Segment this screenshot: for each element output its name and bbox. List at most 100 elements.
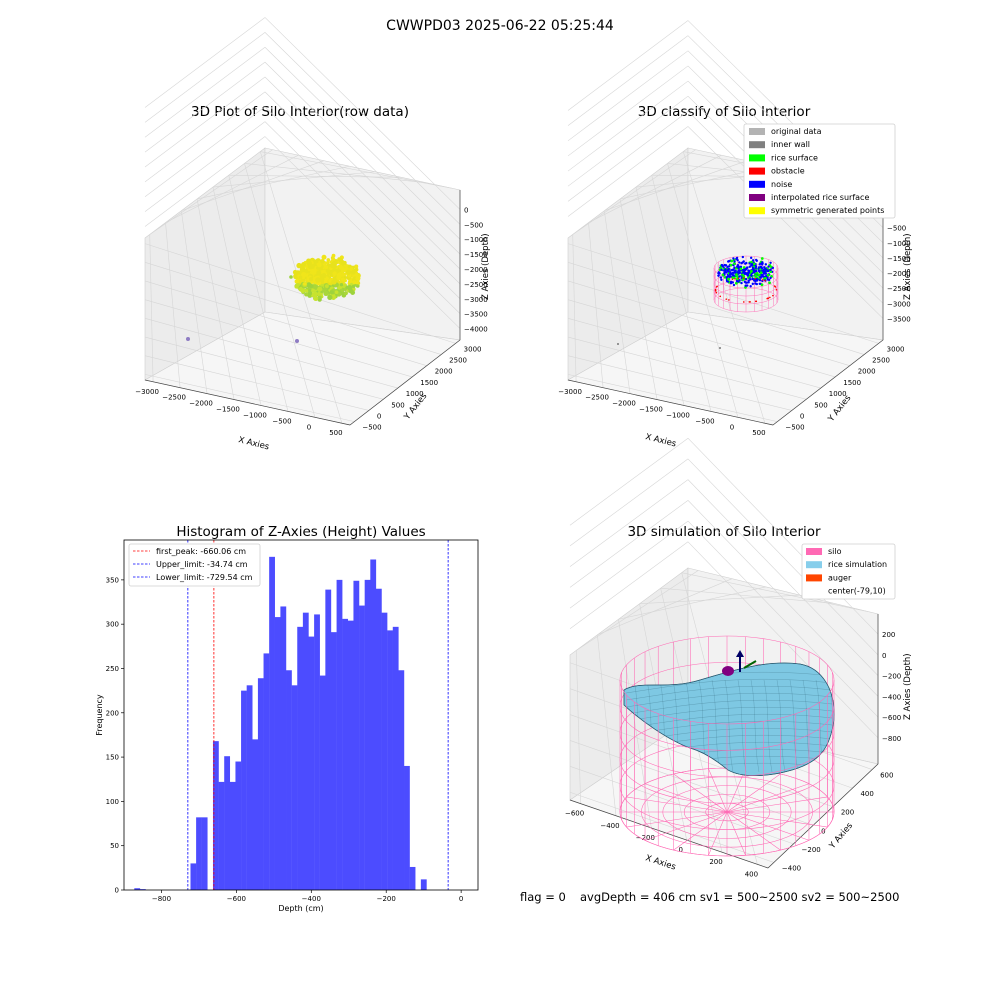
noise-point — [721, 264, 724, 268]
z-tick-label: −3500 — [464, 311, 488, 319]
y-tick-label: 350 — [106, 576, 119, 584]
classify-legend-swatch — [749, 180, 765, 188]
y-tick-label: 400 — [860, 790, 873, 798]
x-tick-label: −3000 — [135, 388, 159, 396]
raw-data-point — [318, 295, 322, 299]
grid-line — [144, 17, 266, 108]
rice-surface-point — [760, 283, 764, 287]
noise-point — [735, 279, 739, 283]
histogram-bar — [330, 632, 337, 890]
silo-wireframe — [726, 811, 781, 851]
noise-point — [733, 260, 736, 263]
noise-point — [740, 261, 743, 265]
noise-point — [732, 283, 736, 287]
noise-point — [736, 271, 739, 274]
histogram-bar — [420, 879, 427, 890]
raw-data-point — [307, 291, 312, 297]
histogram-bar — [398, 670, 405, 890]
noise-point — [753, 269, 757, 273]
raw-data-point — [311, 269, 317, 275]
grid-line — [619, 198, 658, 400]
noise-point — [751, 282, 755, 286]
noise-point — [720, 278, 723, 281]
z-tick-label: −2500 — [887, 285, 911, 293]
grid-line — [244, 163, 316, 418]
rice-surface-mesh — [789, 679, 799, 773]
raw-data-point — [317, 286, 323, 292]
histogram-bar — [392, 626, 399, 890]
x-tick-label: −1000 — [666, 411, 690, 419]
raw-data-point — [331, 264, 337, 270]
z-tick-label: −3000 — [887, 300, 911, 308]
noise-point — [738, 279, 741, 282]
y-tick-label: 100 — [106, 798, 119, 806]
grid-line — [576, 650, 581, 804]
raw-data-point — [354, 264, 359, 269]
histogram-bar — [342, 618, 349, 890]
classify-x-axis-label: X Axies — [644, 432, 677, 449]
x-tick-label: −400 — [600, 822, 619, 830]
y-tick-label: −400 — [782, 864, 801, 872]
raw-data-point — [325, 268, 330, 273]
y-tick-label: 200 — [841, 809, 854, 817]
rice-surface-point — [768, 281, 771, 285]
simulation-legend-label: silo — [828, 547, 842, 556]
grid-line — [567, 374, 778, 422]
grid-line — [149, 234, 154, 382]
grid-line — [165, 222, 181, 388]
y-tick-label: −200 — [802, 846, 821, 854]
raw-data-point — [351, 284, 356, 288]
noise-point — [749, 285, 752, 288]
z-tick-label: −500 — [887, 225, 906, 233]
noise-point — [750, 262, 754, 266]
rice-surface-point — [742, 275, 746, 279]
raw-data-point — [343, 278, 347, 283]
grid-line — [212, 187, 262, 406]
grid-line — [144, 106, 266, 198]
noise-point — [731, 274, 735, 277]
histogram-bar — [359, 605, 365, 890]
grid-line — [569, 458, 689, 547]
grid-line — [244, 163, 427, 184]
y-tick-label: 600 — [880, 772, 893, 780]
histogram-bar — [246, 685, 253, 890]
noise-point — [749, 256, 753, 260]
raw-data-point — [296, 262, 302, 269]
silo-wireframe — [726, 783, 810, 813]
x-tick-label: −200 — [377, 895, 396, 903]
y-tick-label: 0 — [377, 412, 381, 420]
rice-surface-mesh — [625, 693, 833, 708]
histogram-bar — [196, 817, 202, 890]
grid-line — [567, 65, 689, 157]
grid-line — [144, 32, 266, 123]
noise-point — [746, 274, 750, 277]
y-tick-label: 3000 — [464, 345, 482, 353]
classify-x-axis-line — [567, 379, 774, 426]
histogram-bar — [263, 653, 270, 890]
x-tick-label: 0 — [307, 423, 311, 431]
noise-point — [734, 270, 737, 274]
obstacle-point — [764, 279, 767, 282]
raw-outlier-point — [186, 337, 190, 341]
classify-legend: original data inner wall rice surface obsta… — [743, 123, 896, 219]
x-tick-label: −2500 — [585, 394, 609, 402]
rice-surface-point — [750, 269, 753, 273]
x-tick-label: 0 — [459, 895, 463, 903]
histogram-legend-label: Upper_limit: -34.74 cm — [156, 560, 248, 569]
noise-point — [737, 265, 740, 269]
y-tick-label: 2500 — [872, 357, 890, 365]
noise-point — [769, 261, 772, 264]
noise-point — [719, 276, 723, 279]
silo-wireframe — [726, 796, 828, 813]
rice-surface-point — [760, 257, 764, 260]
noise-point — [764, 269, 767, 273]
noise-point — [740, 281, 743, 285]
raw-outlier-point — [295, 339, 299, 343]
x-tick-label: −200 — [636, 834, 655, 842]
noise-point — [727, 270, 730, 273]
grid-line — [588, 222, 604, 388]
histogram-bar — [201, 817, 208, 890]
noise-point — [745, 281, 748, 284]
z-tick-label: −3500 — [887, 315, 911, 323]
histogram-bar — [269, 556, 275, 890]
